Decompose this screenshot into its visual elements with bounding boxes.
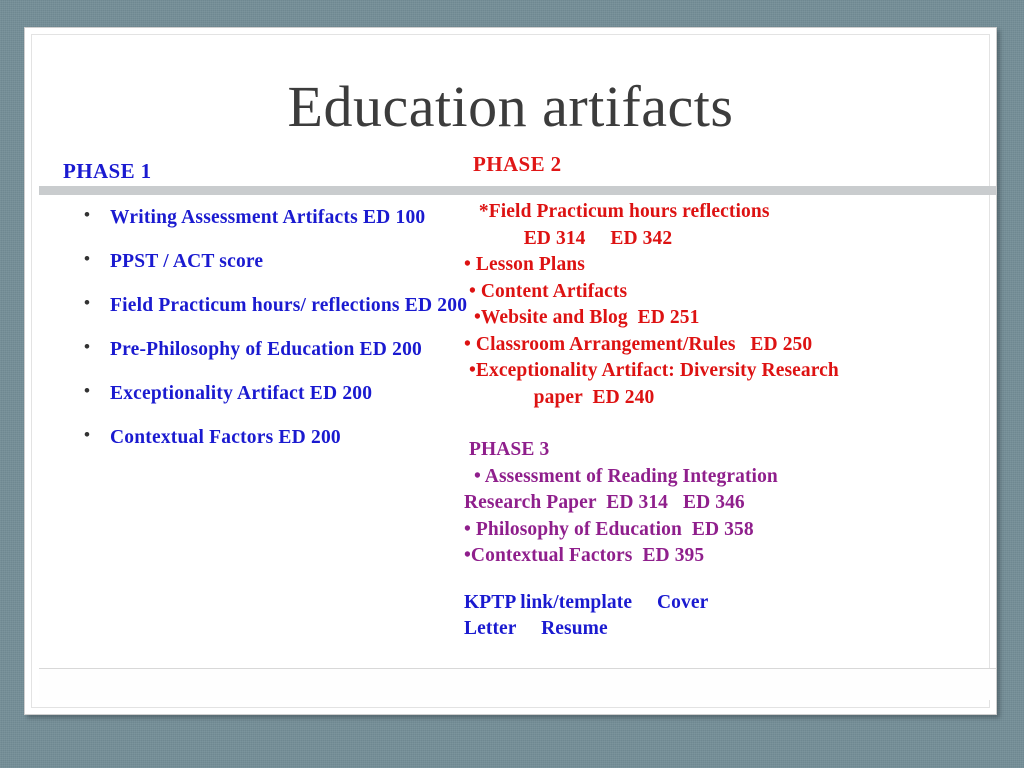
phase-3-content: PHASE 3 • Assessment of Reading Integrat… [464, 437, 996, 570]
list-item: *Field Practicum hours reflections [464, 201, 770, 222]
phase-2-content: *Field Practicum hours reflections ED 31… [464, 199, 996, 411]
list-item: • Lesson Plans [464, 254, 585, 276]
footer-strip [39, 669, 996, 700]
list-item: Exceptionality Artifact ED 200 [58, 381, 478, 405]
list-item: Writing Assessment Artifacts ED 100 [58, 205, 478, 229]
list-item: Contextual Factors ED 200 [58, 425, 478, 449]
footer-notes: KPTP link/template Cover Letter Resume [464, 590, 996, 643]
spacer-phase2-phase3 [464, 411, 996, 437]
list-item: Field Practicum hours/ reflections ED 20… [58, 293, 478, 317]
list-item: • Assessment of Reading Integration [464, 465, 778, 487]
slide-inner-border: Education artifacts PHASE 1 Writing Asse… [31, 34, 996, 708]
list-item: •Website and Blog ED 251 [464, 307, 700, 329]
list-item: Research Paper ED 314 ED 346 [464, 492, 745, 514]
phase-2-heading: PHASE 2 [473, 152, 562, 176]
list-item: • Philosophy of Education ED 358 [464, 518, 754, 540]
presentation-slide: Education artifacts PHASE 1 Writing Asse… [24, 27, 997, 715]
list-item: KPTP link/template Cover [464, 591, 709, 613]
list-item: Letter Resume [464, 618, 608, 640]
list-item: • Content Artifacts [464, 280, 628, 302]
list-item: paper ED 240 [464, 386, 655, 408]
list-item: •Exceptionality Artifact: Diversity Rese… [464, 360, 839, 382]
footer-divider [39, 668, 996, 669]
phase-3-heading: PHASE 3 [464, 439, 550, 461]
phase-1-heading: PHASE 1 [63, 159, 152, 183]
left-column: PHASE 1 Writing Assessment Artifacts ED … [58, 159, 478, 470]
title-divider-bar [39, 186, 996, 195]
spacer-phase3-footer [464, 570, 996, 590]
list-item: •Contextual Factors ED 395 [464, 545, 705, 567]
list-item: PPST / ACT score [58, 249, 478, 273]
list-item: • Classroom Arrangement/Rules ED 250 [464, 333, 813, 355]
list-item: Pre-Philosophy of Education ED 200 [58, 337, 478, 361]
right-column: PHASE 2 *Field Practicum hours reflectio… [464, 152, 996, 643]
list-item: ED 314 ED 342 [464, 227, 673, 249]
phase-1-bullet-list: Writing Assessment Artifacts ED 100 PPST… [58, 205, 478, 449]
page-title: Education artifacts [287, 74, 734, 139]
